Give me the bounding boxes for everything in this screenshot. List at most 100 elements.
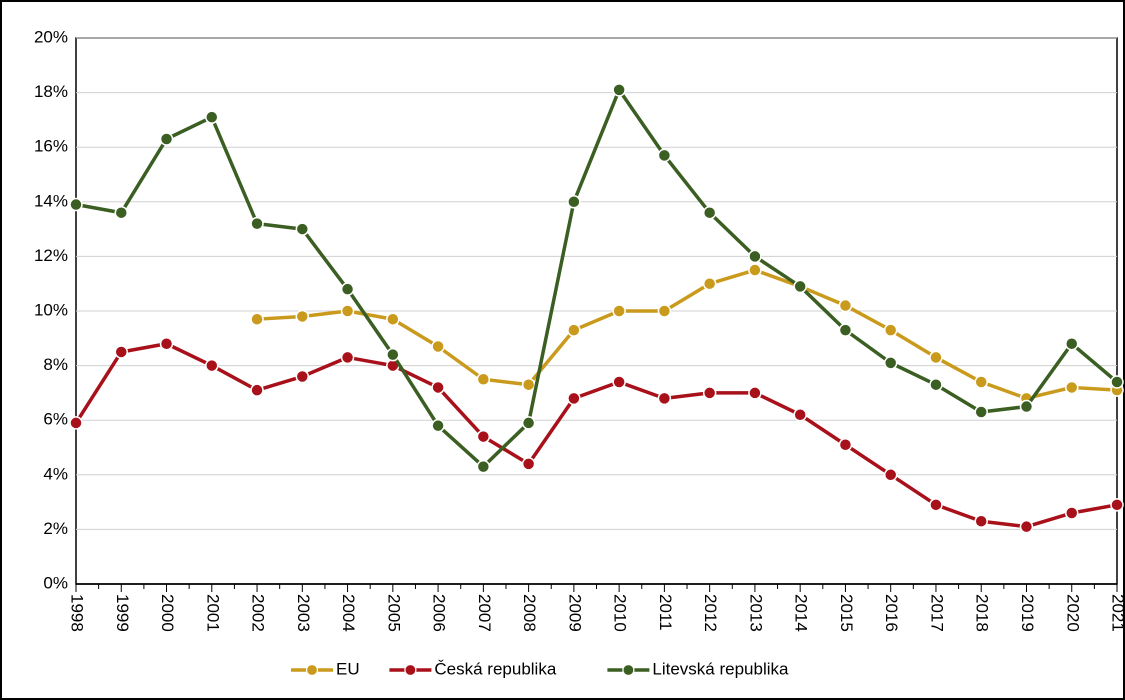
data-point bbox=[838, 323, 853, 337]
y-tick-label: 16% bbox=[34, 137, 68, 156]
x-tick-label: 2005 bbox=[384, 594, 403, 632]
x-tick-label: 2001 bbox=[203, 594, 222, 632]
data-point bbox=[205, 358, 219, 373]
data-point bbox=[69, 197, 83, 212]
data-point bbox=[1019, 519, 1034, 534]
data-point bbox=[340, 282, 355, 296]
y-tick-label: 10% bbox=[34, 300, 68, 319]
data-point bbox=[340, 304, 355, 318]
data-point bbox=[250, 312, 264, 326]
legend-label: Česká republika bbox=[434, 659, 556, 678]
x-tick-label: 2020 bbox=[1063, 594, 1082, 632]
data-point bbox=[476, 372, 491, 386]
y-tick-label: 8% bbox=[43, 355, 68, 374]
data-point bbox=[657, 304, 672, 318]
x-tick-label: 2004 bbox=[339, 594, 358, 632]
legend-item: Litevská republika bbox=[607, 659, 789, 678]
data-point bbox=[657, 391, 672, 406]
y-tick-label: 0% bbox=[43, 573, 68, 592]
series-line bbox=[74, 342, 1118, 529]
data-point bbox=[250, 383, 264, 397]
data-point bbox=[929, 377, 943, 392]
y-tick-label: 2% bbox=[43, 519, 68, 538]
y-tick-label: 4% bbox=[43, 464, 68, 483]
data-point bbox=[1064, 506, 1079, 520]
legend-item: Česká republika bbox=[389, 659, 557, 678]
data-point bbox=[974, 375, 988, 389]
data-point bbox=[295, 222, 310, 236]
legend-marker bbox=[622, 663, 635, 677]
data-point bbox=[1019, 399, 1034, 414]
data-point bbox=[883, 356, 898, 370]
data-point bbox=[883, 468, 898, 482]
legend-marker bbox=[404, 663, 417, 677]
data-point bbox=[793, 407, 807, 422]
series-line bbox=[75, 88, 1119, 469]
data-point bbox=[567, 195, 581, 209]
legend-label: EU bbox=[336, 659, 360, 678]
x-tick-label: 2010 bbox=[611, 594, 630, 632]
data-point bbox=[476, 429, 491, 444]
x-tick-label: 2011 bbox=[656, 594, 675, 631]
data-point bbox=[431, 418, 445, 433]
legend-item: EU bbox=[291, 659, 360, 678]
data-point bbox=[521, 377, 536, 392]
data-point bbox=[702, 205, 717, 220]
x-tick-label: 2007 bbox=[475, 594, 494, 632]
y-tick-label: 12% bbox=[34, 246, 68, 265]
x-tick-label: 2017 bbox=[927, 594, 946, 632]
data-point bbox=[612, 304, 626, 318]
data-point bbox=[838, 298, 853, 313]
data-point bbox=[340, 350, 355, 365]
y-tick-label: 6% bbox=[43, 410, 68, 429]
data-point bbox=[567, 323, 581, 337]
data-point bbox=[1110, 375, 1124, 389]
y-tick-label: 18% bbox=[34, 82, 68, 101]
data-point bbox=[521, 457, 536, 471]
data-point bbox=[612, 83, 626, 97]
data-point bbox=[974, 514, 988, 528]
legend-label: Litevská republika bbox=[652, 659, 789, 678]
data-point bbox=[702, 386, 717, 400]
y-tick-label: 14% bbox=[34, 191, 68, 210]
data-point bbox=[748, 386, 762, 400]
data-point bbox=[702, 276, 717, 291]
data-point bbox=[1110, 498, 1124, 512]
data-point bbox=[929, 350, 943, 365]
data-point bbox=[748, 263, 762, 277]
x-tick-label: 2015 bbox=[837, 594, 856, 632]
x-tick-label: 2018 bbox=[973, 594, 992, 632]
data-point bbox=[748, 249, 762, 264]
data-point bbox=[567, 391, 581, 406]
x-tick-label: 2009 bbox=[565, 594, 584, 632]
data-point bbox=[114, 205, 129, 220]
data-point bbox=[159, 337, 174, 351]
data-point bbox=[205, 110, 219, 124]
x-tick-label: 2021 bbox=[1109, 594, 1125, 632]
data-point bbox=[476, 459, 491, 474]
data-point bbox=[838, 438, 853, 452]
x-tick-label: 1998 bbox=[68, 594, 87, 632]
x-tick-label: 2000 bbox=[158, 594, 177, 632]
series-line bbox=[256, 268, 1118, 401]
x-tick-label: 2006 bbox=[430, 594, 449, 632]
data-point bbox=[250, 216, 264, 231]
x-tick-label: 2019 bbox=[1018, 594, 1037, 632]
data-point bbox=[657, 148, 672, 163]
data-point bbox=[929, 498, 943, 512]
data-point bbox=[69, 416, 83, 430]
data-point bbox=[431, 339, 445, 354]
x-tick-label: 2014 bbox=[792, 594, 811, 632]
data-point bbox=[295, 309, 310, 324]
data-point bbox=[1064, 337, 1079, 351]
x-tick-label: 2008 bbox=[520, 594, 539, 632]
data-point bbox=[883, 323, 898, 337]
data-point bbox=[159, 132, 174, 146]
x-tick-label: 2013 bbox=[746, 594, 765, 632]
x-tick-label: 1999 bbox=[113, 594, 132, 632]
data-point bbox=[295, 369, 310, 384]
data-point bbox=[612, 375, 626, 389]
data-point bbox=[793, 279, 807, 294]
y-tick-label: 20% bbox=[34, 27, 68, 46]
